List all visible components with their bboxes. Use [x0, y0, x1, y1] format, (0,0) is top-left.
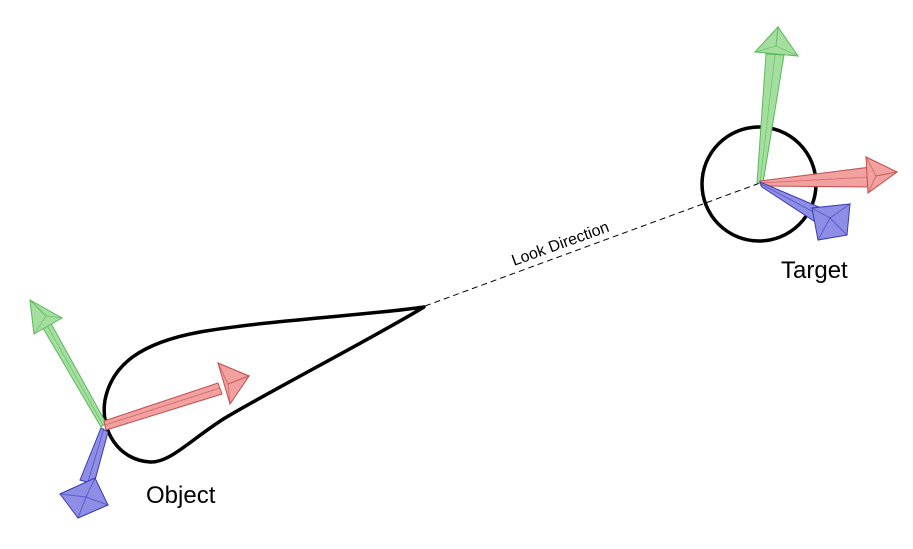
object-z-axis-shaft [79, 427, 109, 485]
look-direction-label: Look Direction [510, 219, 612, 270]
object-label: Object [146, 482, 216, 509]
object-axes-gizmo [29, 298, 251, 519]
target-y-axis-shaft [756, 53, 785, 184]
target-label: Target [781, 257, 848, 284]
look-direction-line [424, 182, 761, 307]
object-shape [102, 305, 426, 464]
object-y-axis-shaft [39, 317, 107, 428]
target-axes-gizmo [753, 25, 899, 241]
